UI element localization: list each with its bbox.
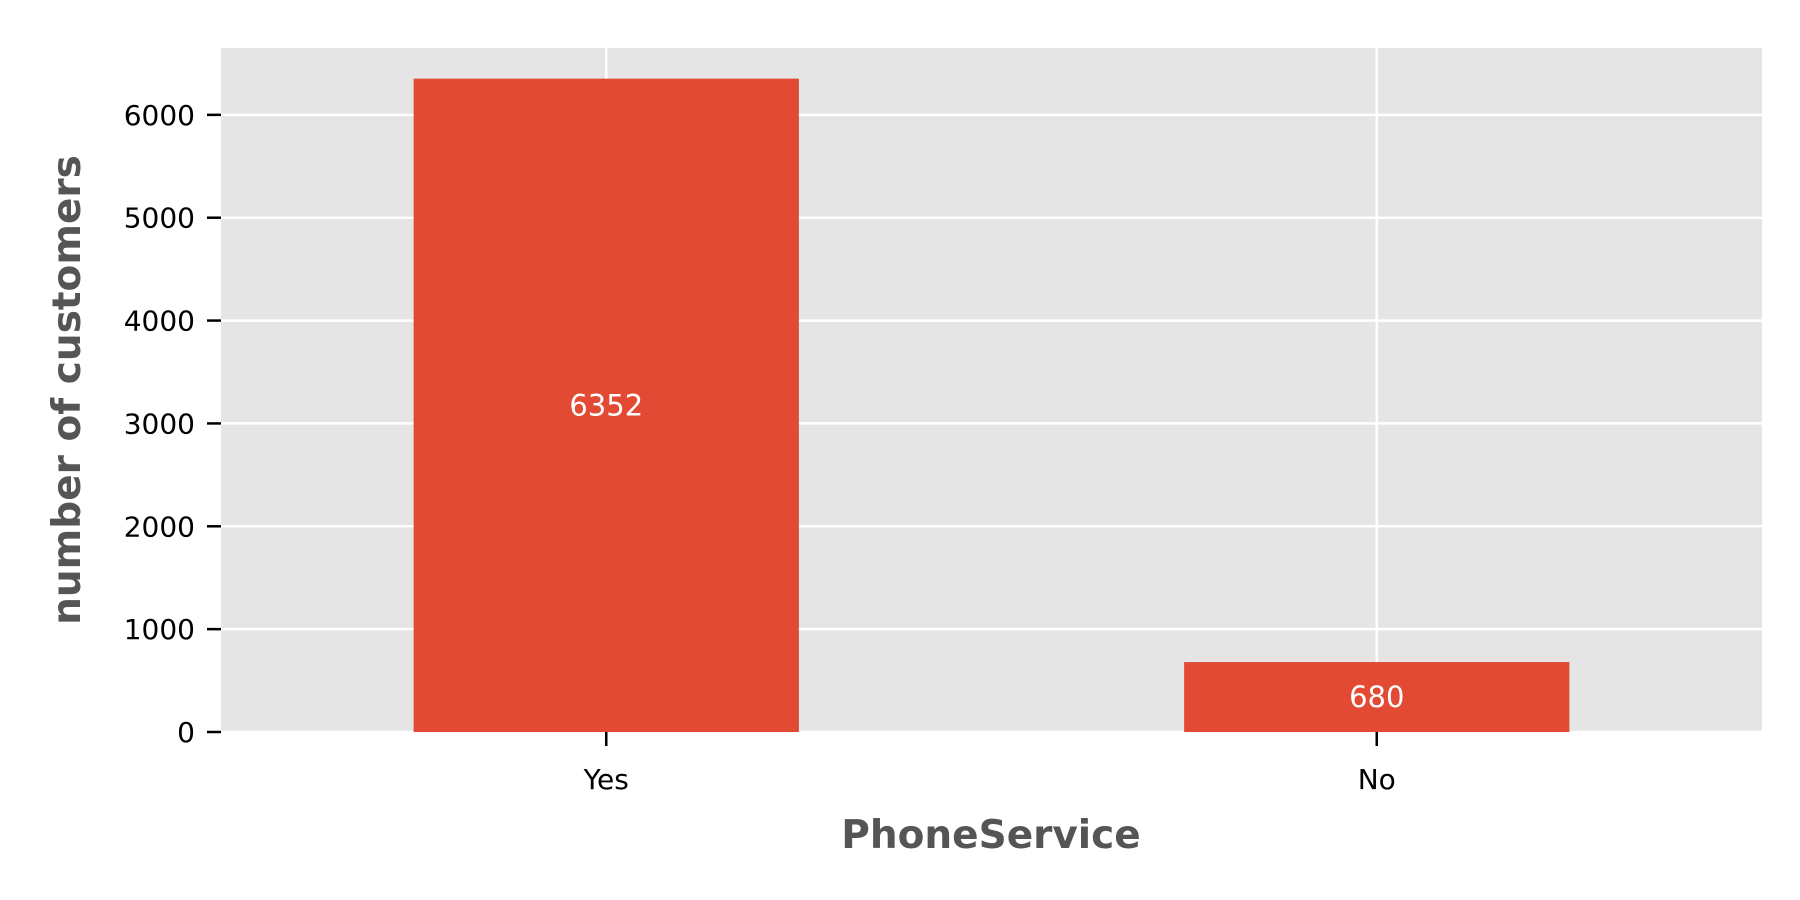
y-tick-label: 6000 — [124, 99, 195, 132]
y-tick-label: 0 — [177, 716, 195, 749]
x-tick-label: No — [1358, 763, 1396, 796]
y-tick-label: 3000 — [124, 407, 195, 440]
y-tick-label: 5000 — [124, 202, 195, 235]
bars — [413, 78, 1570, 732]
bar-value-label: 6352 — [569, 388, 643, 422]
y-axis: 0 1000 2000 3000 4000 5000 6000 — [124, 99, 221, 749]
y-tick-label: 1000 — [124, 613, 195, 646]
y-axis-title: number of customers — [45, 155, 90, 625]
y-tick-label: 4000 — [124, 305, 195, 338]
bar-value-label: 680 — [1349, 680, 1404, 714]
bar-yes — [413, 78, 799, 732]
x-axis: Yes No — [583, 732, 1396, 796]
x-axis-title: PhoneService — [841, 813, 1141, 858]
bar-no — [1184, 662, 1570, 732]
y-tick-label: 2000 — [124, 510, 195, 543]
bar-labels: 6352 680 — [569, 388, 1404, 714]
x-tick-label: Yes — [583, 763, 629, 796]
